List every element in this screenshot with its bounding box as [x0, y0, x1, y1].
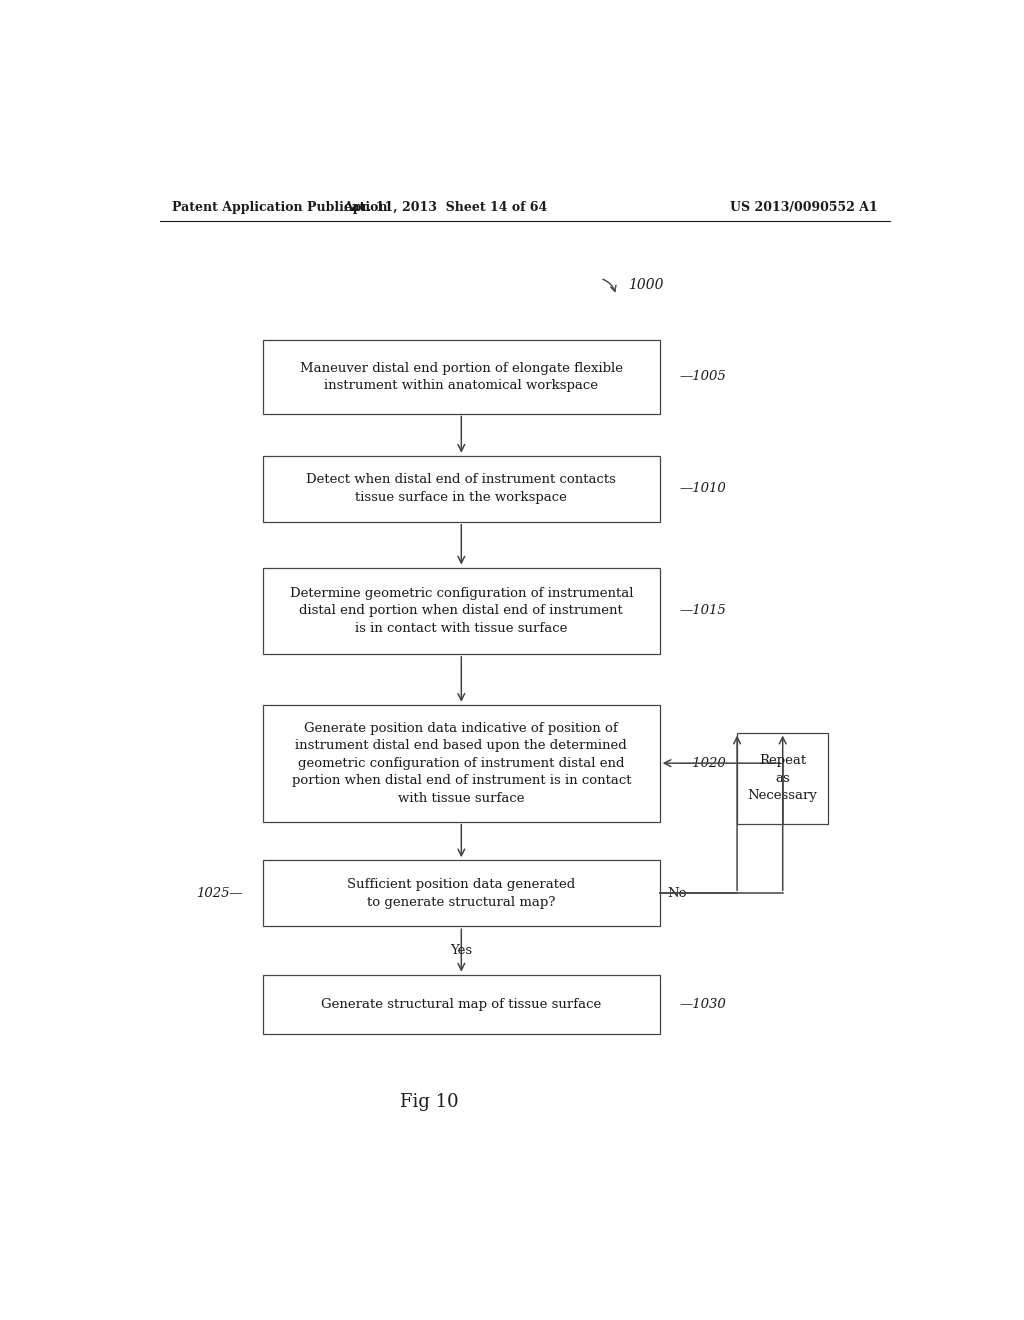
Text: Fig 10: Fig 10: [400, 1093, 459, 1110]
FancyBboxPatch shape: [263, 341, 659, 413]
Text: 1025—: 1025—: [197, 887, 243, 900]
Text: —1010: —1010: [680, 482, 726, 495]
Text: Apr. 11, 2013  Sheet 14 of 64: Apr. 11, 2013 Sheet 14 of 64: [343, 201, 548, 214]
Text: Generate structural map of tissue surface: Generate structural map of tissue surfac…: [322, 998, 601, 1011]
Text: Patent Application Publication: Patent Application Publication: [172, 201, 387, 214]
Text: Maneuver distal end portion of elongate flexible
instrument within anatomical wo: Maneuver distal end portion of elongate …: [300, 362, 623, 392]
Text: Determine geometric configuration of instrumental
distal end portion when distal: Determine geometric configuration of ins…: [290, 586, 633, 635]
FancyBboxPatch shape: [263, 974, 659, 1034]
FancyBboxPatch shape: [263, 455, 659, 521]
Text: Sufficient position data generated
to generate structural map?: Sufficient position data generated to ge…: [347, 878, 575, 908]
Text: No: No: [668, 887, 687, 900]
Text: —1020: —1020: [680, 756, 726, 770]
Text: Yes: Yes: [451, 944, 472, 957]
FancyBboxPatch shape: [263, 705, 659, 821]
Text: 1000: 1000: [628, 279, 664, 293]
FancyBboxPatch shape: [263, 861, 659, 927]
Text: US 2013/0090552 A1: US 2013/0090552 A1: [730, 201, 878, 214]
Text: Detect when distal end of instrument contacts
tissue surface in the workspace: Detect when distal end of instrument con…: [306, 474, 616, 504]
Text: Generate position data indicative of position of
instrument distal end based upo: Generate position data indicative of pos…: [292, 722, 631, 805]
FancyBboxPatch shape: [737, 733, 828, 824]
Text: —1030: —1030: [680, 998, 726, 1011]
Text: —1015: —1015: [680, 605, 726, 618]
FancyBboxPatch shape: [263, 568, 659, 653]
Text: Repeat
as
Necessary: Repeat as Necessary: [748, 755, 817, 803]
Text: —1005: —1005: [680, 371, 726, 383]
